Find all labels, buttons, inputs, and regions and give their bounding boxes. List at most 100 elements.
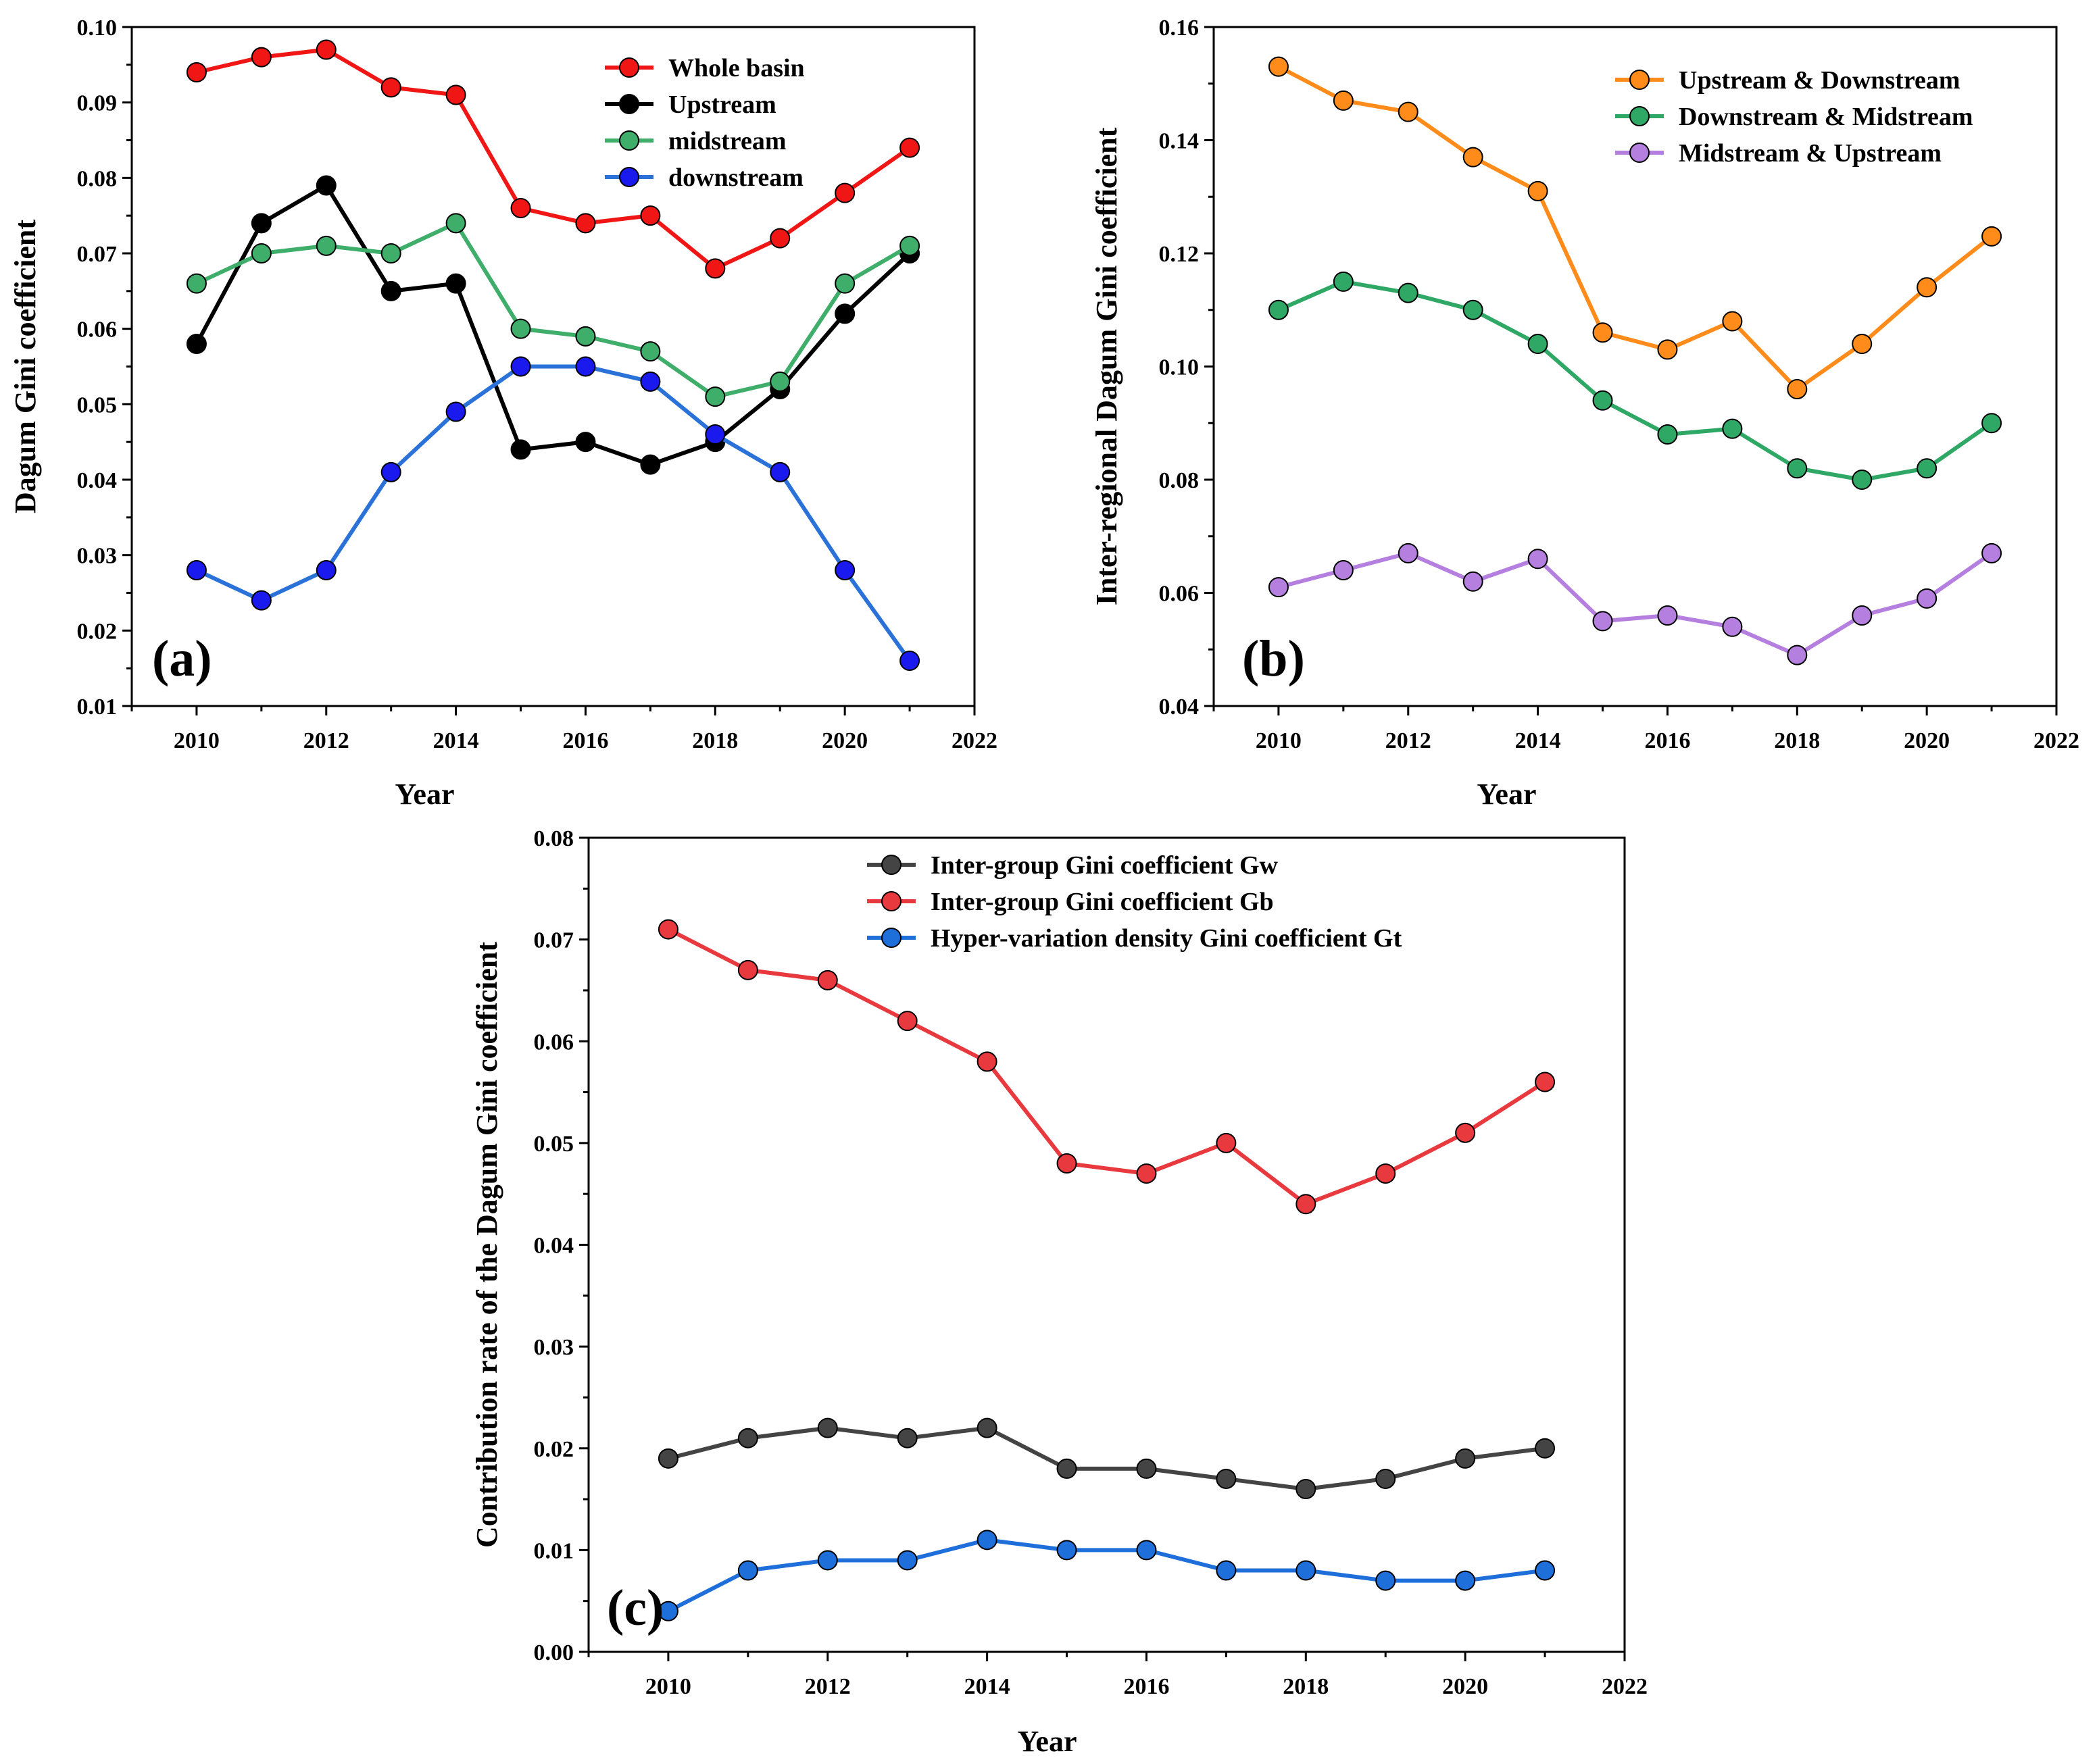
y-tick-label: 0.10 (1159, 355, 1200, 380)
y-tick-label: 0.06 (1159, 582, 1200, 607)
data-point (380, 243, 401, 263)
data-point (737, 959, 758, 980)
data-point (899, 137, 920, 158)
legend-label: Hyper-variation density Gini coefficient… (931, 924, 1402, 953)
legend-marker (881, 855, 902, 875)
x-tick-label: 2012 (1385, 728, 1431, 753)
data-point (658, 919, 678, 940)
legend-label: Inter-group Gini coefficient Gb (931, 888, 1274, 916)
data-point (1917, 588, 1937, 609)
data-point (1295, 1560, 1316, 1581)
series-upstream (186, 175, 920, 475)
y-tick-label: 0.04 (1159, 695, 1200, 720)
data-point (1535, 1560, 1556, 1581)
series-line (1277, 279, 1993, 482)
series-line (1277, 64, 1993, 391)
data-point (1592, 390, 1613, 411)
data-point (445, 84, 466, 105)
data-point (1657, 424, 1678, 445)
data-point (817, 969, 838, 990)
data-point (1462, 299, 1483, 320)
data-point (1722, 616, 1743, 637)
data-point (1136, 1163, 1157, 1184)
series-line (668, 1426, 1546, 1491)
x-tick-label: 2012 (805, 1674, 851, 1699)
y-tick-label: 0.00 (534, 1640, 574, 1665)
data-point (1216, 1132, 1237, 1153)
data-point (1917, 458, 1937, 479)
data-point (186, 62, 207, 82)
data-point (817, 1550, 838, 1571)
legend: Whole basin Upstream midstream downstream (605, 54, 805, 192)
x-tick-label: 2016 (1123, 1674, 1169, 1699)
series-upstream-downstream (1268, 56, 2002, 399)
legend-label: Upstream & Downstream (1679, 66, 1960, 95)
data-point (575, 356, 596, 377)
data-point (770, 228, 791, 249)
data-point (835, 182, 856, 203)
data-point (1722, 418, 1743, 439)
data-point (1455, 1122, 1476, 1143)
legend-label: Upstream (668, 91, 776, 119)
data-point (640, 454, 661, 475)
data-point (899, 235, 920, 256)
legend: Upstream & Downstream Downstream & Midstr… (1615, 66, 1973, 168)
data-point (1981, 226, 2002, 247)
data-point (510, 318, 531, 339)
data-point (1852, 334, 1873, 354)
data-point (1657, 339, 1678, 360)
panel-label: (c) (607, 1580, 664, 1636)
panel-label: (b) (1242, 630, 1305, 687)
y-tick-label: 0.06 (77, 318, 118, 343)
data-point (1527, 334, 1548, 354)
data-point (575, 432, 596, 453)
data-point (705, 258, 726, 279)
data-point (897, 1428, 918, 1448)
x-tick-label: 2022 (1602, 1674, 1648, 1699)
panel-label: (a) (152, 630, 212, 687)
chart-panel-a: 0.01 0.02 0.03 0.04 0.05 0.06 0.07 0.08 0.09 0.10… (9, 16, 997, 811)
data-point (1136, 1540, 1157, 1561)
data-point (977, 1051, 997, 1072)
data-point (1462, 571, 1483, 592)
legend-marker (619, 167, 639, 187)
x-tick-label: 2020 (1442, 1674, 1488, 1699)
data-point (1295, 1194, 1316, 1215)
y-tick-label: 0.03 (77, 544, 118, 569)
data-point (640, 371, 661, 392)
x-axis-title: Year (1018, 1725, 1077, 1758)
data-point (1056, 1153, 1077, 1174)
x-tick-label: 2018 (692, 728, 738, 753)
data-point (1722, 311, 1743, 332)
series-line (1278, 551, 1993, 657)
y-tick-label: 0.04 (534, 1234, 574, 1259)
data-point (1981, 543, 2002, 563)
data-point (897, 1011, 918, 1032)
data-point (316, 39, 337, 60)
data-point (705, 424, 726, 445)
series-line (667, 927, 1546, 1207)
legend-marker (619, 94, 639, 114)
data-point (1056, 1458, 1077, 1479)
data-point (316, 235, 337, 256)
data-point (1333, 90, 1354, 111)
legend-marker (881, 928, 902, 948)
series-inter-group-gini-coefficient-gb (658, 919, 1556, 1215)
data-point (1268, 56, 1289, 77)
x-tick-label: 2012 (303, 728, 349, 753)
x-tick-label: 2022 (2033, 728, 2079, 753)
data-point (977, 1417, 997, 1438)
data-point (1527, 180, 1548, 201)
data-point (1462, 147, 1483, 168)
data-point (1333, 560, 1354, 580)
data-point (1398, 101, 1418, 122)
data-point (251, 590, 272, 611)
data-point (251, 213, 272, 234)
series-line (195, 221, 911, 399)
x-tick-label: 2020 (1904, 728, 1950, 753)
plot-frame (587, 836, 1626, 1653)
data-point (445, 273, 466, 294)
data-point (1527, 549, 1548, 570)
data-point (1216, 1560, 1237, 1581)
y-axis-title: Inter-regional Dagum Gini coefficient (1090, 127, 1123, 605)
